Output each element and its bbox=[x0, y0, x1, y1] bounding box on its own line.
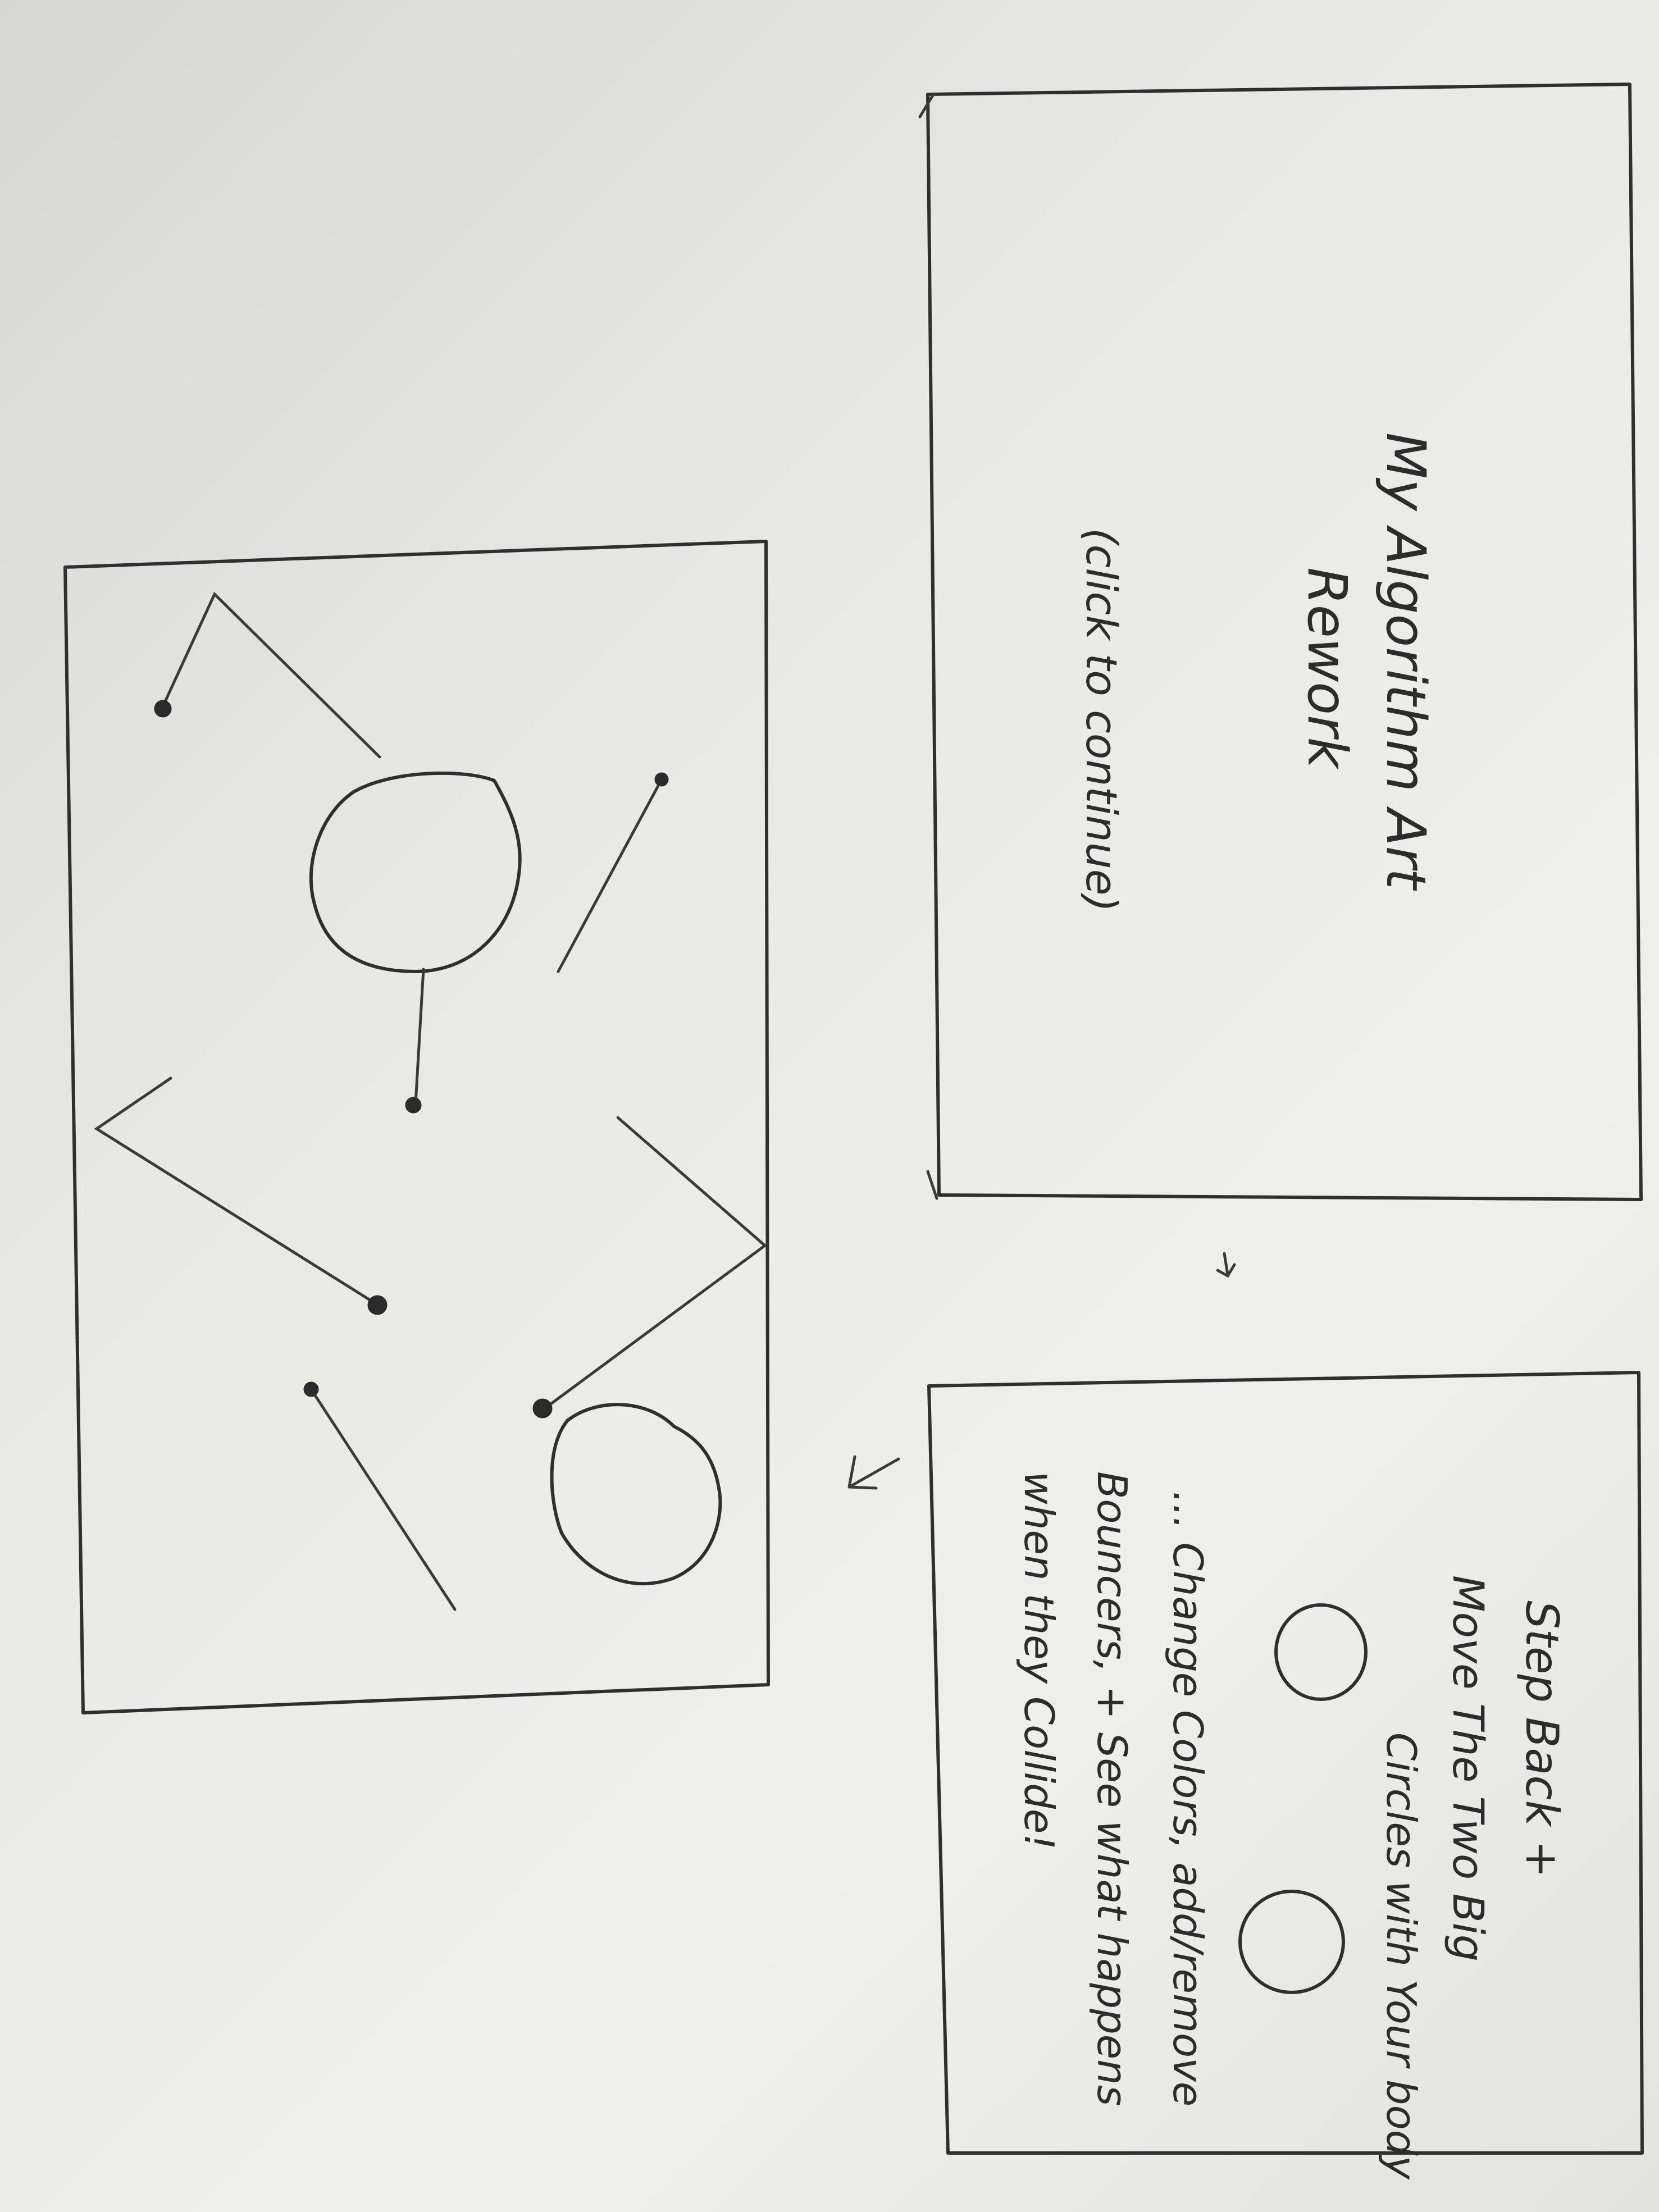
instruction-line-2: Move The Two Big bbox=[1443, 1575, 1493, 1962]
instructions-frame: Step Back + Move The Two Big Circles wit… bbox=[927, 1371, 1644, 2181]
bouncer[interactable] bbox=[532, 1398, 553, 1419]
title-text-line2: Rework bbox=[1296, 567, 1359, 770]
bouncer[interactable] bbox=[367, 1295, 388, 1315]
instruction-line-5: Bouncers, + See what happens bbox=[1088, 1471, 1136, 2106]
click-prompt[interactable]: (click to continue) bbox=[1077, 528, 1127, 912]
title-text: My Algorithm Art bbox=[1374, 432, 1437, 891]
arrow-back-icon bbox=[847, 1455, 900, 1490]
big-circle[interactable] bbox=[550, 1403, 722, 1585]
instruction-line-1: Step Back + bbox=[1516, 1600, 1568, 1878]
bouncer[interactable] bbox=[654, 772, 669, 787]
bouncer[interactable] bbox=[303, 1381, 319, 1397]
circle-icon bbox=[1238, 1890, 1345, 1994]
bouncer[interactable] bbox=[154, 700, 172, 718]
big-circle[interactable] bbox=[309, 771, 522, 973]
arrow-down-icon bbox=[1216, 1252, 1236, 1278]
instruction-line-3: Circles with Your body bbox=[1378, 1732, 1425, 2181]
circle-icon bbox=[1274, 1603, 1368, 1701]
bouncer[interactable] bbox=[405, 1097, 422, 1114]
title-screen-frame[interactable]: My Algorithm Art Rework (click to contin… bbox=[918, 83, 1643, 1201]
instruction-line-4: ... Change Colors, add/remove bbox=[1164, 1491, 1211, 2106]
artwork-frame[interactable] bbox=[63, 540, 770, 1714]
instruction-line-6: when they Collide! bbox=[1015, 1471, 1063, 1850]
